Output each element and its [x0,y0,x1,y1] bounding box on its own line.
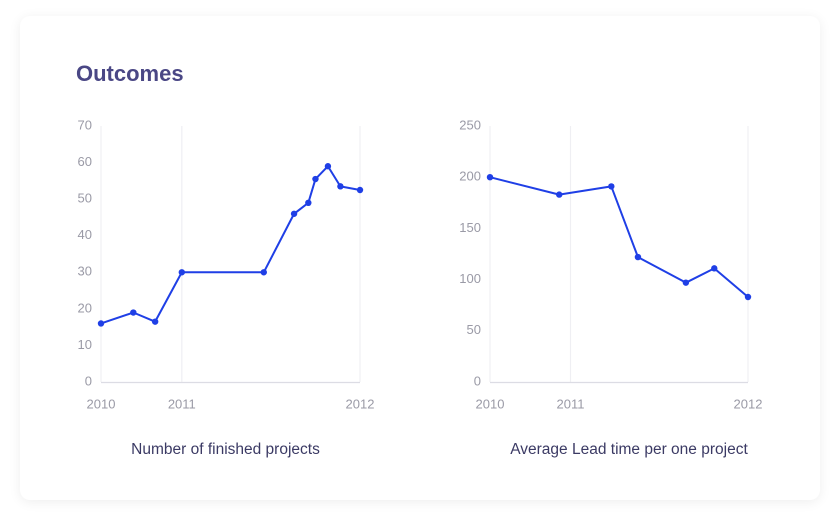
point [151,318,159,325]
y-tick-label: 50 [78,191,92,206]
y-tick-label: 100 [459,271,481,286]
chart-title: Number of finished projects [131,441,320,458]
y-tick-label: 250 [459,117,481,132]
x-tick-label: 2010 [476,396,505,411]
y-tick-label: 40 [78,227,92,242]
point [324,163,332,170]
page-title: Outcomes [76,61,184,86]
line [100,165,361,325]
line [489,176,749,298]
y-tick-label: 0 [474,373,481,388]
card [20,16,820,500]
chart-title: Average Lead time per one project [510,441,748,458]
y-tick-label: 0 [85,373,92,388]
point [312,175,319,183]
y-tick-label: 50 [467,322,481,337]
point [682,279,690,286]
point [556,191,563,198]
point [178,269,186,276]
x-tick-label: 2010 [87,396,116,411]
y-tick-label: 200 [459,169,481,184]
point [608,183,615,190]
point [290,210,298,217]
point [744,293,752,301]
point [711,265,718,272]
point [97,320,105,327]
y-tick-label: 150 [459,220,481,235]
point [356,186,364,194]
y-tick-label: 20 [78,300,92,315]
point [305,199,312,206]
point [130,309,137,316]
x-tick-label: 2012 [734,396,763,411]
x-tick-label: 2012 [346,396,375,411]
y-tick-label: 10 [78,337,92,352]
x-tick-label: 2011 [168,396,196,411]
point [337,183,344,190]
y-tick-label: 30 [78,264,92,279]
y-tick-label: 60 [78,154,92,169]
x-tick-label: 2011 [557,396,585,411]
point [486,174,494,181]
y-tick-label: 70 [78,117,92,132]
point [260,269,267,276]
point [634,253,642,261]
